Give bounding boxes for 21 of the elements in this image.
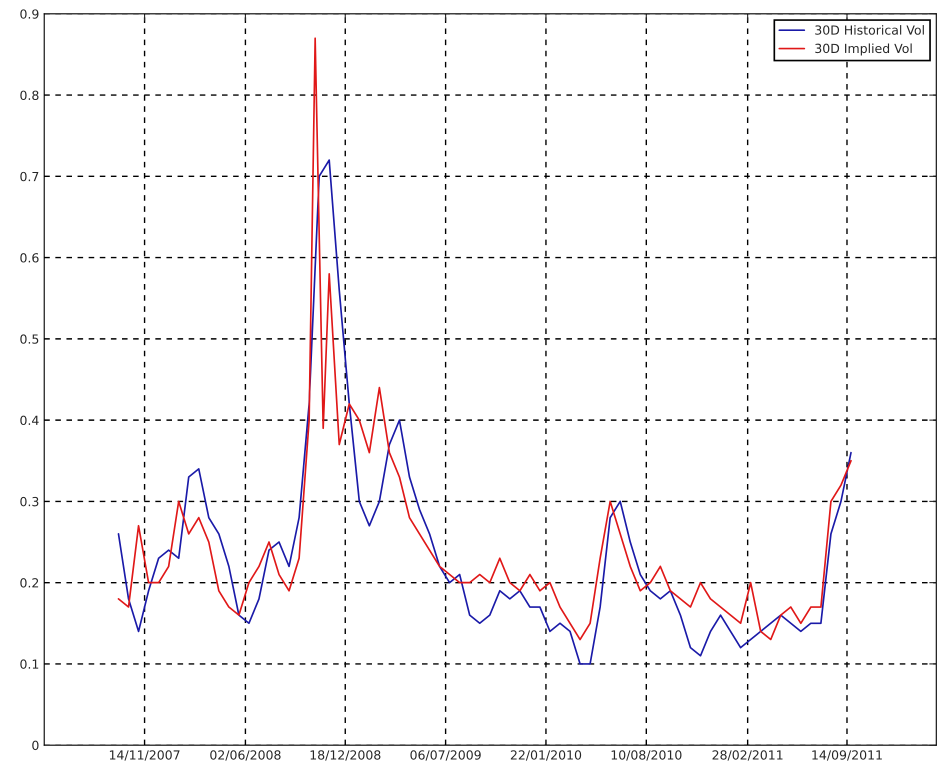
x-tick-label: 14/09/2011 — [812, 750, 882, 761]
y-tick-label: 0.7 — [20, 172, 38, 182]
x-tick-label: 14/11/2007 — [110, 750, 180, 761]
y-tick-label: 0.2 — [20, 578, 38, 588]
x-tick-label: 02/06/2008 — [210, 750, 281, 761]
y-tick-label: 0.5 — [20, 334, 38, 344]
y-tick-label: 0.1 — [20, 659, 38, 669]
x-tick-label: 06/07/2009 — [410, 750, 481, 761]
y-tick-label: 0.4 — [20, 416, 39, 426]
x-tick-label: 22/01/2010 — [510, 750, 582, 761]
y-tick-label: 0.9 — [20, 9, 38, 19]
y-tick-label: 0 — [32, 740, 39, 750]
line-series — [118, 159, 852, 665]
legend-label: 30D Historical Vol — [815, 25, 924, 35]
y-tick-label: 0.3 — [20, 496, 38, 506]
y-tick-label: 0.6 — [20, 253, 39, 263]
y-tick-label: 0.8 — [20, 90, 39, 100]
x-tick-label: 18/12/2008 — [310, 750, 380, 761]
legend-label: 30D Implied Vol — [815, 43, 912, 56]
x-tick-label: 10/08/2010 — [612, 750, 682, 761]
x-tick-label: 28/02/2011 — [712, 750, 783, 761]
